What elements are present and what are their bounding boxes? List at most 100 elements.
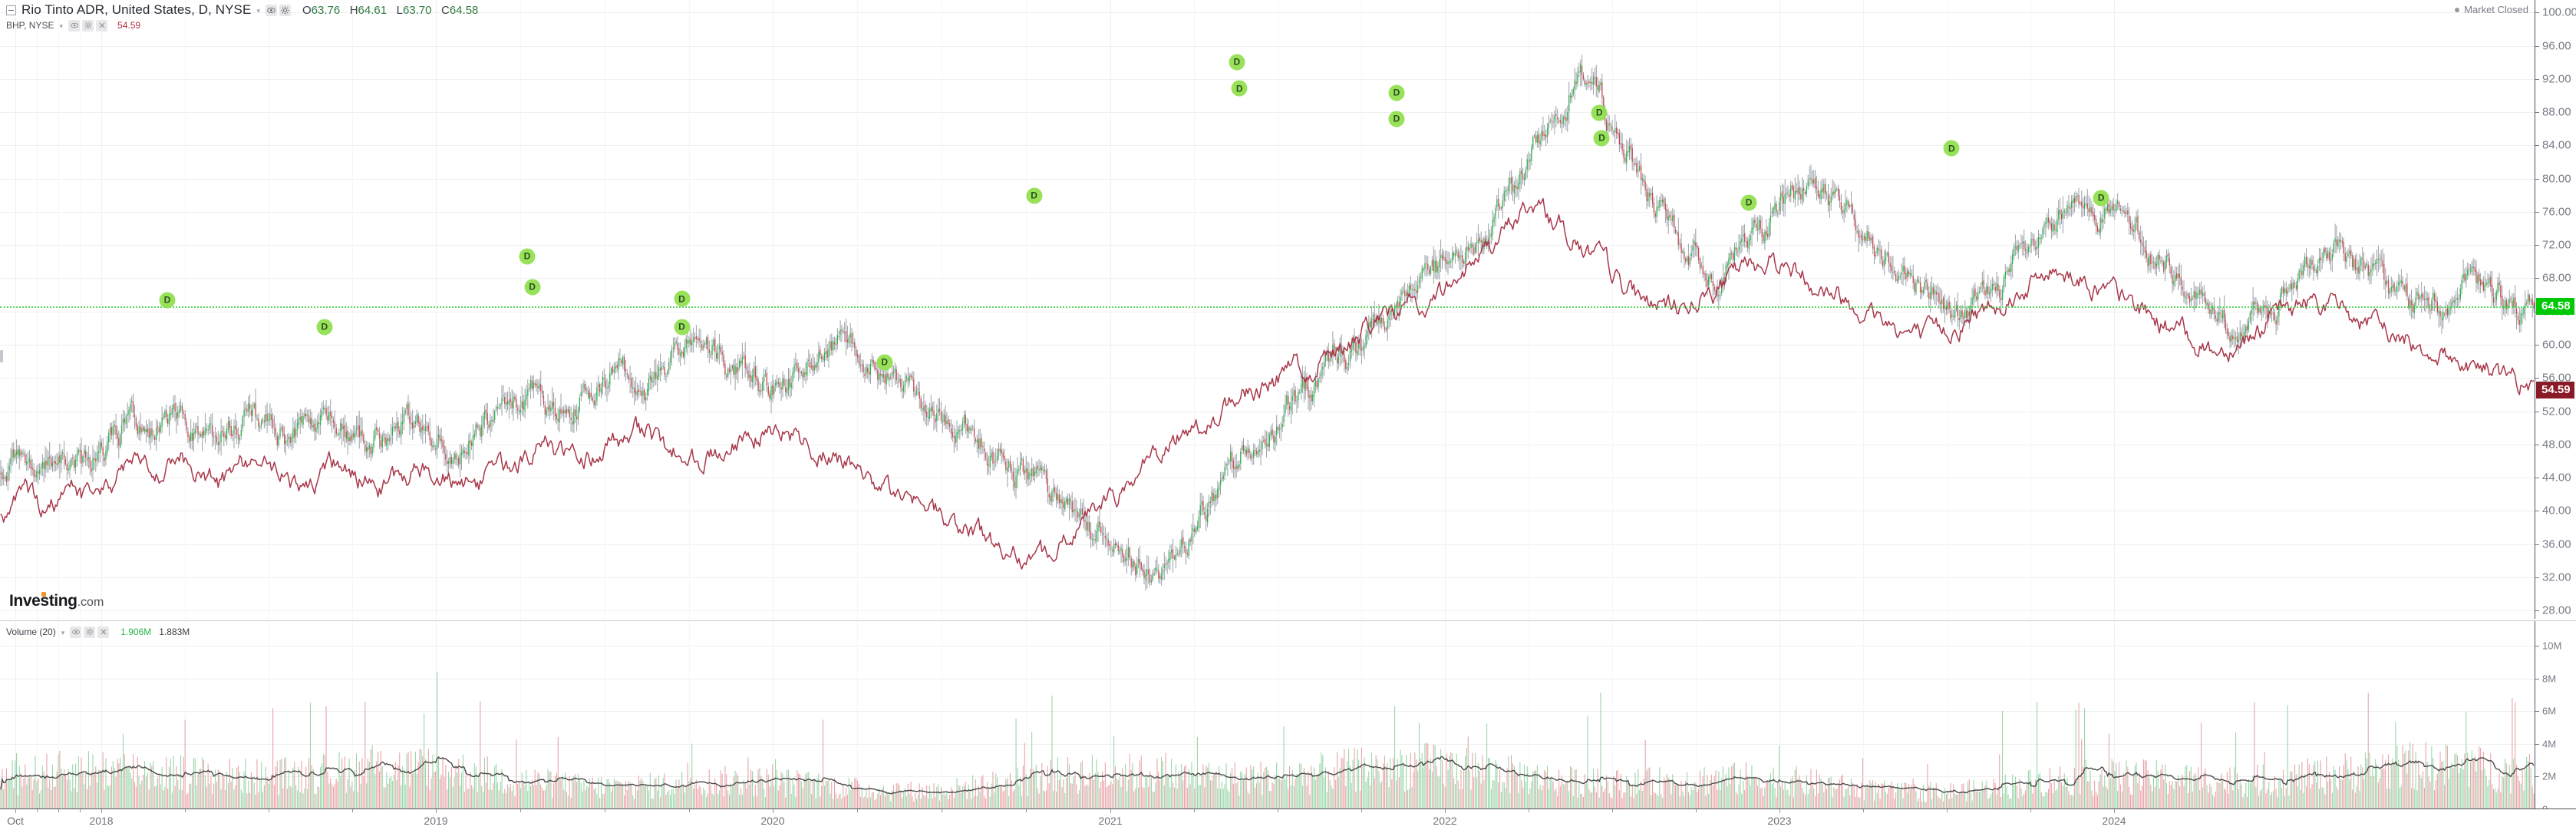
pane-resize-handle[interactable]: [0, 350, 3, 362]
volume-axis-label: 10M: [2542, 640, 2562, 652]
grid-line-horizontal: [0, 278, 2535, 279]
dividend-marker[interactable]: D: [1388, 111, 1405, 127]
watermark-suffix: .com: [77, 596, 104, 609]
grid-line-vertical: [1110, 0, 1111, 619]
time-axis-minor-tick: [58, 809, 59, 812]
volume-axis[interactable]: 10M8M6M4M2M0: [2535, 621, 2576, 815]
time-axis-minor-tick: [1947, 809, 1948, 812]
dividend-marker[interactable]: D: [1026, 187, 1043, 204]
dividend-marker[interactable]: D: [316, 319, 333, 336]
time-axis-minor-tick: [2030, 809, 2031, 812]
chevron-down-icon-compare[interactable]: ▾: [59, 21, 64, 30]
dividend-marker[interactable]: D: [1593, 130, 1610, 147]
volume-plot-area[interactable]: [0, 621, 2535, 809]
grid-line-vertical-minor: [1947, 0, 1948, 619]
grid-line-vertical: [436, 0, 437, 619]
price-axis-tick: [2535, 610, 2539, 612]
collapse-icon[interactable]: [6, 5, 16, 15]
volume-indicator-label[interactable]: Volume (20): [6, 627, 56, 637]
close-icon-volume[interactable]: [97, 626, 110, 638]
grid-line-vertical: [1445, 621, 1446, 809]
grid-line-vertical-minor: [520, 0, 521, 619]
dividend-marker[interactable]: D: [524, 279, 541, 296]
time-axis-tick: [1779, 809, 1780, 813]
eye-icon-volume[interactable]: [70, 626, 82, 638]
dividend-marker[interactable]: D: [2093, 190, 2109, 207]
time-axis-minor-tick: [37, 809, 38, 812]
time-axis-tick: [1445, 809, 1446, 813]
compare-last-value: 54.59: [117, 20, 141, 31]
last-price-badge: 64.58: [2536, 298, 2574, 316]
dividend-marker[interactable]: D: [519, 248, 536, 265]
time-axis-label: 2024: [2102, 815, 2126, 827]
time-axis-tick: [15, 809, 16, 813]
price-axis-tick: [2535, 211, 2539, 213]
grid-line-horizontal: [0, 212, 2535, 213]
ohlc-close-value: 64.58: [449, 3, 479, 17]
eye-icon[interactable]: [265, 4, 277, 16]
price-axis[interactable]: 100.00 96.00 92.00 88.00 84.00 80.00 76.00 72.0…: [2535, 0, 2576, 619]
grid-line-vertical-minor: [80, 0, 81, 619]
dividend-marker[interactable]: D: [1943, 140, 1960, 157]
price-axis-tick: [2535, 78, 2539, 80]
ohlc-close-key: C: [441, 3, 450, 17]
eye-icon-compare[interactable]: [68, 19, 81, 31]
dividend-marker[interactable]: D: [159, 292, 176, 309]
grid-line-vertical-minor: [1863, 621, 1864, 809]
grid-line-vertical-minor: [857, 621, 858, 809]
price-axis-label: 88.00: [2542, 105, 2571, 119]
status-dot-icon: [2455, 7, 2460, 12]
chevron-down-icon[interactable]: ▾: [256, 6, 260, 15]
time-axis-label: 2023: [1767, 815, 1792, 827]
gear-icon-compare[interactable]: [82, 19, 94, 31]
dividend-marker[interactable]: D: [1388, 84, 1405, 101]
close-icon-compare[interactable]: [96, 19, 108, 31]
price-axis-tick: [2535, 145, 2539, 147]
time-axis[interactable]: Oct 2018 2019 2020 2021 2022 2023 2024: [0, 809, 2576, 830]
time-axis-label: 2019: [424, 815, 448, 827]
dividend-marker[interactable]: D: [674, 290, 690, 307]
price-axis-label: 96.00: [2542, 39, 2571, 52]
time-axis-tick: [2114, 809, 2115, 813]
current-price-line: [0, 306, 2535, 309]
dividend-marker[interactable]: D: [674, 319, 690, 336]
legend-volume: Volume (20) ▾ 1.906M 1.883M: [6, 625, 190, 639]
symbol-title[interactable]: Rio Tinto ADR, United States, D, NYSE: [21, 2, 252, 17]
time-axis-minor-tick: [520, 809, 521, 812]
grid-line-vertical: [1445, 0, 1446, 619]
chevron-down-icon-volume[interactable]: ▾: [61, 628, 65, 637]
volume-axis-tick: [2535, 678, 2539, 680]
grid-line-vertical: [1110, 621, 1111, 809]
gear-icon-volume[interactable]: [84, 626, 96, 638]
grid-line-horizontal: [0, 345, 2535, 346]
grid-line-vertical: [2114, 621, 2115, 809]
grid-line-vertical-minor: [1696, 621, 1697, 809]
price-axis-label: 28.00: [2542, 603, 2571, 617]
grid-line-vertical-minor: [1863, 0, 1864, 619]
volume-axis-label: 6M: [2542, 705, 2557, 717]
price-axis-label: 100.00: [2542, 5, 2576, 19]
grid-line-vertical-minor: [37, 621, 38, 809]
grid-line-horizontal-volume: [0, 711, 2535, 712]
dividend-marker[interactable]: D: [1229, 54, 1245, 71]
compare-symbol-label[interactable]: BHP, NYSE: [6, 20, 54, 31]
dividend-marker[interactable]: D: [876, 354, 893, 370]
price-axis-label: 72.00: [2542, 238, 2571, 252]
dividend-marker[interactable]: D: [1740, 194, 1757, 211]
price-axis-label: 92.00: [2542, 72, 2571, 86]
volume-axis-tick: [2535, 776, 2539, 778]
grid-line-horizontal-volume: [0, 744, 2535, 745]
grid-line-vertical-minor: [1361, 0, 1362, 619]
grid-line-vertical-minor: [58, 621, 59, 809]
grid-line-horizontal: [0, 544, 2535, 545]
gear-icon[interactable]: [279, 4, 291, 16]
volume-axis-label: 8M: [2542, 673, 2557, 685]
dividend-marker[interactable]: D: [1591, 104, 1608, 121]
grid-line-vertical-minor: [857, 0, 858, 619]
grid-line-vertical-minor: [520, 621, 521, 809]
grid-line-vertical-minor: [1612, 621, 1613, 809]
price-series-canvas: [0, 55, 2535, 591]
dividend-marker[interactable]: D: [1231, 80, 1248, 97]
time-axis-label: 2021: [1098, 815, 1123, 827]
